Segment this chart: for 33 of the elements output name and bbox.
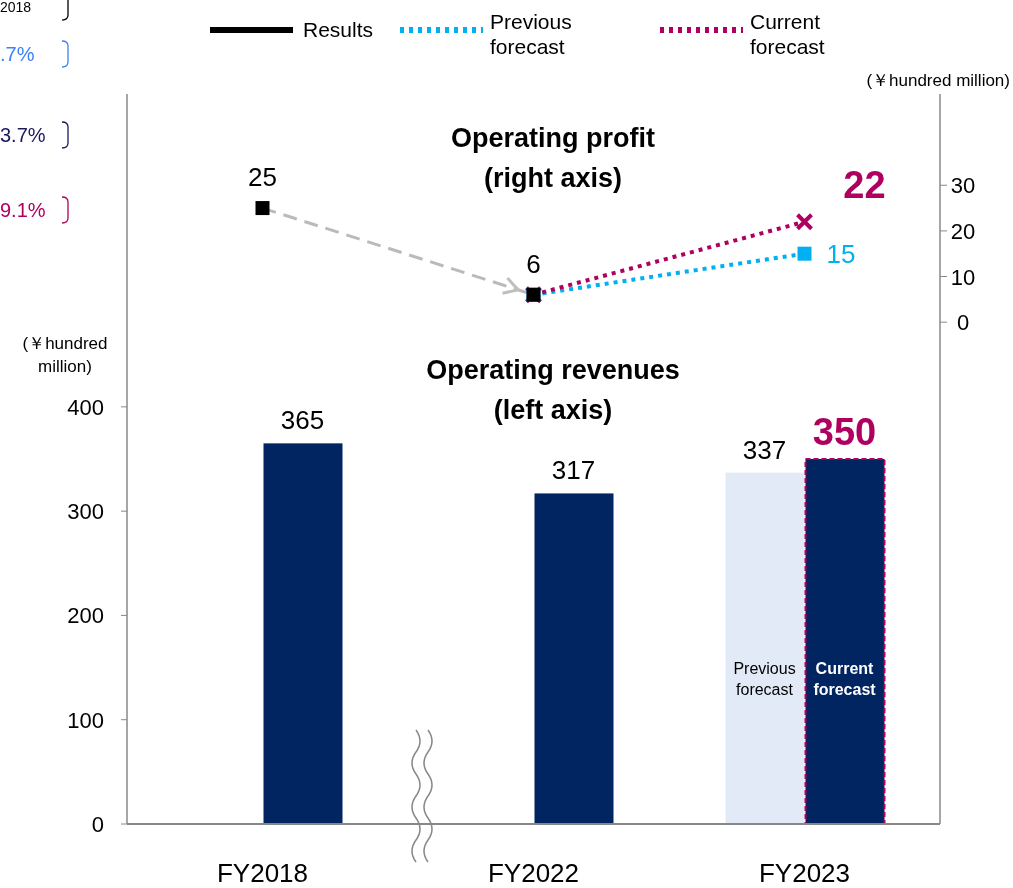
y-tick-label: 300 bbox=[67, 499, 104, 525]
y-tick-label: 0 bbox=[91, 812, 104, 837]
data-label: 337 bbox=[742, 434, 787, 465]
y-tick-label: 100 bbox=[67, 707, 104, 733]
series-label: Previous forecast bbox=[733, 660, 796, 698]
annotation: Operating profit (right axis) bbox=[451, 123, 655, 193]
annotation: Operating revenues (left axis) bbox=[426, 355, 680, 425]
data-label: 25 bbox=[248, 162, 277, 193]
x-tick-label: FY2023 bbox=[758, 858, 851, 888]
data-label: 6 bbox=[526, 248, 541, 279]
text: 9.1% bbox=[0, 199, 46, 221]
data-label: 22 bbox=[843, 163, 886, 206]
y-tick-label: 400 bbox=[67, 394, 104, 420]
y-tick-label: 200 bbox=[67, 603, 104, 629]
y2-tick-label: 10 bbox=[950, 264, 976, 290]
y2-axis-title: (￥hundred million) bbox=[866, 71, 1010, 90]
legend-label: Results bbox=[303, 18, 374, 41]
data-label: 317 bbox=[551, 455, 596, 486]
y2-tick-label: 30 bbox=[950, 173, 976, 199]
y2-tick-label: 20 bbox=[950, 218, 976, 244]
data-label: 15 bbox=[826, 238, 856, 269]
series-label: Current forecast bbox=[813, 660, 877, 698]
x-tick-label: FY2018 bbox=[216, 858, 309, 888]
x-tick-label: FY2022 bbox=[487, 858, 580, 888]
text: .7% bbox=[0, 43, 35, 65]
legend-label: Previous forecast bbox=[490, 10, 572, 58]
data-label: 350 bbox=[812, 411, 877, 453]
text: 2018 bbox=[0, 0, 32, 15]
text: 3.7% bbox=[0, 124, 46, 146]
data-label: 365 bbox=[280, 405, 325, 436]
y-axis-title: (￥hundred million) bbox=[22, 334, 108, 376]
legend-label: Current forecast bbox=[750, 10, 825, 58]
y2-tick-label: 0 bbox=[956, 310, 970, 336]
